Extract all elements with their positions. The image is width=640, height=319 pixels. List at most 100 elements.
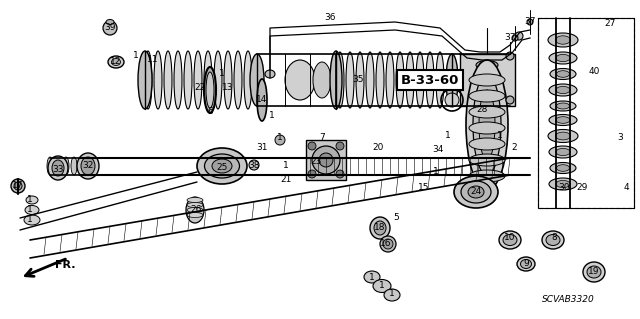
Text: 35: 35 — [352, 76, 364, 85]
Text: 1: 1 — [277, 133, 283, 143]
Ellipse shape — [138, 51, 152, 109]
Ellipse shape — [214, 51, 222, 109]
Text: 1: 1 — [27, 196, 33, 204]
Ellipse shape — [366, 52, 374, 108]
Text: 26: 26 — [190, 205, 202, 214]
Ellipse shape — [503, 234, 517, 246]
Text: 1: 1 — [219, 69, 225, 78]
Ellipse shape — [265, 70, 275, 78]
Ellipse shape — [186, 197, 204, 223]
Ellipse shape — [556, 132, 570, 140]
Ellipse shape — [556, 181, 570, 188]
Ellipse shape — [380, 236, 396, 252]
Text: FR.: FR. — [55, 260, 76, 270]
Circle shape — [312, 146, 340, 174]
Text: 1: 1 — [369, 273, 375, 283]
Ellipse shape — [479, 86, 495, 92]
Text: 4: 4 — [623, 183, 629, 192]
Bar — [538, 18, 634, 208]
Ellipse shape — [197, 148, 247, 184]
Text: 37: 37 — [504, 33, 516, 42]
Text: 1: 1 — [389, 290, 395, 299]
Text: 31: 31 — [256, 144, 268, 152]
Circle shape — [336, 142, 344, 150]
Ellipse shape — [469, 90, 505, 102]
Circle shape — [103, 21, 117, 35]
Ellipse shape — [376, 52, 384, 108]
Ellipse shape — [512, 35, 518, 41]
Ellipse shape — [556, 148, 570, 156]
Ellipse shape — [469, 106, 505, 118]
Ellipse shape — [244, 51, 252, 109]
Text: 24: 24 — [470, 188, 482, 197]
Ellipse shape — [550, 162, 576, 174]
Text: 33: 33 — [52, 166, 64, 174]
Text: 40: 40 — [588, 68, 600, 77]
Ellipse shape — [154, 51, 162, 109]
Ellipse shape — [206, 72, 214, 108]
Text: 1: 1 — [133, 50, 139, 60]
Ellipse shape — [77, 153, 99, 179]
Ellipse shape — [313, 62, 331, 98]
Ellipse shape — [479, 98, 495, 104]
Ellipse shape — [469, 74, 505, 86]
Ellipse shape — [250, 54, 264, 106]
Text: 1: 1 — [497, 130, 503, 139]
Ellipse shape — [174, 51, 182, 109]
Ellipse shape — [476, 85, 498, 93]
Text: 16: 16 — [380, 240, 392, 249]
Ellipse shape — [546, 234, 560, 246]
Ellipse shape — [71, 157, 77, 175]
Ellipse shape — [468, 186, 484, 198]
Ellipse shape — [383, 239, 393, 249]
Ellipse shape — [499, 231, 521, 249]
Ellipse shape — [11, 179, 25, 193]
Text: 37: 37 — [524, 18, 536, 26]
Ellipse shape — [548, 33, 578, 47]
Ellipse shape — [164, 51, 172, 109]
Text: 27: 27 — [604, 19, 616, 28]
Ellipse shape — [476, 97, 498, 106]
Ellipse shape — [469, 170, 505, 182]
Text: 7: 7 — [319, 133, 325, 143]
Text: 13: 13 — [222, 84, 234, 93]
Text: 12: 12 — [110, 57, 122, 66]
Ellipse shape — [556, 55, 570, 62]
Ellipse shape — [386, 52, 394, 108]
Text: 10: 10 — [504, 234, 516, 242]
Ellipse shape — [557, 165, 570, 171]
Bar — [460, 54, 515, 106]
Ellipse shape — [446, 54, 458, 106]
Ellipse shape — [466, 60, 508, 190]
Ellipse shape — [506, 96, 514, 104]
Ellipse shape — [374, 221, 386, 235]
Text: 2: 2 — [511, 144, 517, 152]
Circle shape — [308, 170, 316, 178]
Text: 15: 15 — [419, 183, 429, 192]
Ellipse shape — [557, 103, 570, 109]
Ellipse shape — [55, 157, 61, 175]
Text: 1: 1 — [27, 216, 33, 225]
Ellipse shape — [364, 271, 380, 283]
Text: 36: 36 — [324, 13, 336, 23]
Ellipse shape — [469, 122, 505, 134]
Ellipse shape — [549, 146, 577, 158]
Ellipse shape — [187, 203, 203, 207]
Ellipse shape — [416, 52, 424, 108]
Ellipse shape — [557, 71, 570, 77]
Text: 8: 8 — [551, 234, 557, 242]
Bar — [306, 140, 346, 180]
Text: B-33-60: B-33-60 — [401, 73, 459, 86]
Text: 38: 38 — [248, 160, 260, 169]
Circle shape — [275, 135, 285, 145]
Ellipse shape — [549, 84, 577, 96]
Ellipse shape — [205, 154, 239, 178]
Ellipse shape — [26, 196, 38, 204]
Ellipse shape — [194, 51, 202, 109]
Ellipse shape — [517, 257, 535, 271]
Ellipse shape — [556, 36, 570, 44]
Ellipse shape — [106, 19, 114, 25]
Text: 25: 25 — [216, 164, 228, 173]
Ellipse shape — [587, 266, 601, 278]
Ellipse shape — [285, 60, 315, 100]
